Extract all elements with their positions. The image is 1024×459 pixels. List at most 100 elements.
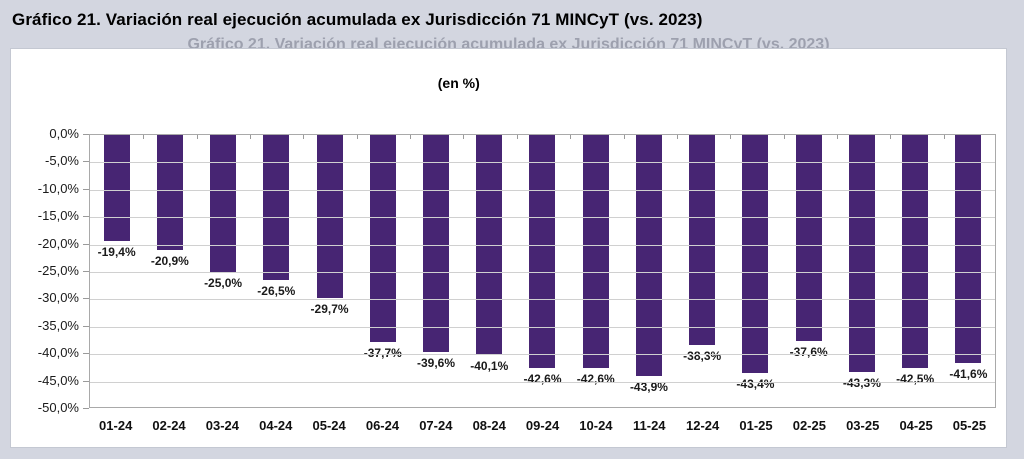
gridline <box>90 217 995 218</box>
y-axis-tick-label: -30,0% <box>37 290 79 305</box>
x-axis-labels: 01-24 02-24 03-24 04-24 05-24 06-24 07-24 08-24… <box>89 418 996 433</box>
y-axis-tick-mark <box>83 216 89 217</box>
bar <box>848 135 875 372</box>
bar-slot: -29,7% <box>303 135 356 407</box>
bar-value-label: -43,3% <box>842 376 881 390</box>
x-axis-tick-mark <box>197 135 198 139</box>
x-axis-tick-mark <box>890 135 891 139</box>
bar-value-label: -25,0% <box>204 276 243 290</box>
y-axis-tick-mark <box>83 326 89 327</box>
bar-value-label: -37,7% <box>363 346 402 360</box>
bar <box>742 135 769 373</box>
bar-slot: -43,3% <box>835 135 888 407</box>
bar <box>210 135 237 272</box>
bar-slot: -38,3% <box>676 135 729 407</box>
clipped-chart-title-text: Gráfico 21. Variación real ejecución acu… <box>187 36 830 48</box>
x-axis-tick-mark <box>463 135 464 139</box>
x-axis-label: 08-24 <box>472 418 506 433</box>
x-axis-label: 04-24 <box>259 418 293 433</box>
bar-slot: -43,4% <box>729 135 782 407</box>
bar <box>369 135 396 342</box>
bar-value-label: -42,6% <box>523 372 562 386</box>
x-axis-tick-mark <box>250 135 251 139</box>
bar <box>423 135 450 352</box>
gridline <box>90 327 995 328</box>
bar <box>529 135 556 368</box>
x-axis-label: 01-24 <box>99 418 133 433</box>
bar <box>582 135 609 368</box>
bar-value-label: -42,5% <box>896 372 935 386</box>
y-axis-tick-label: -45,0% <box>37 373 79 388</box>
x-axis-tick-mark <box>624 135 625 139</box>
x-axis-tick-mark <box>570 135 571 139</box>
x-axis-label: 03-25 <box>846 418 880 433</box>
y-axis-tick-mark <box>83 408 89 409</box>
y-axis-tick-label: -25,0% <box>37 263 79 278</box>
gridline <box>90 162 995 163</box>
bar <box>955 135 982 363</box>
bar-value-label: -26,5% <box>257 284 296 298</box>
x-axis-tick-mark <box>730 135 731 139</box>
bar <box>635 135 662 376</box>
y-axis-tick-mark <box>83 298 89 299</box>
x-axis-label: 01-25 <box>739 418 773 433</box>
y-axis-tick-label: -10,0% <box>37 181 79 196</box>
x-axis-label: 11-24 <box>633 418 666 433</box>
bar-slot: -20,9% <box>143 135 196 407</box>
x-axis-tick-mark <box>784 135 785 139</box>
x-axis-tick-mark <box>357 135 358 139</box>
x-axis-label: 02-25 <box>792 418 826 433</box>
bar <box>156 135 183 250</box>
bar-slot: -42,5% <box>889 135 942 407</box>
gridline <box>90 299 995 300</box>
gridline <box>90 382 995 383</box>
x-axis-tick-mark <box>410 135 411 139</box>
y-axis-tick-mark <box>83 271 89 272</box>
bar <box>902 135 929 368</box>
gridline <box>90 190 995 191</box>
bar-value-label: -41,6% <box>949 367 988 381</box>
x-axis-label: 05-25 <box>952 418 987 433</box>
x-axis-label: 07-24 <box>419 418 453 433</box>
bar-slot: -41,6% <box>942 135 995 407</box>
bar-value-label: -29,7% <box>310 302 349 316</box>
y-axis-tick-label: -40,0% <box>37 345 79 360</box>
chart-container: Gráfico 21. Variación real ejecución acu… <box>10 36 1007 448</box>
bar-value-label: -40,1% <box>470 359 509 373</box>
x-axis-tick-mark <box>944 135 945 139</box>
y-axis-tick-label: -20,0% <box>37 236 79 251</box>
clipped-chart-title: Gráfico 21. Variación real ejecución acu… <box>91 36 926 48</box>
bar-value-label: -39,6% <box>417 356 456 370</box>
y-axis-tick-mark <box>83 353 89 354</box>
y-axis-tick-mark <box>83 161 89 162</box>
bar-slot: -37,7% <box>356 135 409 407</box>
chart-subtitle: (en %) <box>437 75 480 91</box>
bar-value-label: -43,9% <box>629 380 668 394</box>
page-title: Gráfico 21. Variación real ejecución acu… <box>12 10 703 29</box>
x-axis-tick-mark <box>517 135 518 139</box>
x-axis-label: 06-24 <box>365 418 400 433</box>
gridline <box>90 354 995 355</box>
y-axis-tick-mark <box>83 381 89 382</box>
bar-value-label: -37,6% <box>789 345 828 359</box>
bar-value-label: -42,6% <box>576 372 615 386</box>
bar-slot: -42,6% <box>569 135 622 407</box>
x-axis-tick-mark <box>677 135 678 139</box>
x-axis-label: 04-25 <box>899 418 933 433</box>
bar-slot: -43,9% <box>622 135 675 407</box>
y-axis-tick-label: -50,0% <box>37 400 79 415</box>
y-axis-tick-mark <box>83 189 89 190</box>
x-axis-label: 12-24 <box>686 418 720 433</box>
bar <box>689 135 716 345</box>
bar-value-label: -20,9% <box>150 254 189 268</box>
x-axis-tick-mark <box>837 135 838 139</box>
y-axis-tick-mark <box>83 244 89 245</box>
bar-value-label: -38,3% <box>683 349 722 363</box>
bar-slot: -42,6% <box>516 135 569 407</box>
y-axis-tick-label: -5,0% <box>45 153 79 168</box>
bar-slot: -40,1% <box>463 135 516 407</box>
bar-slot: -26,5% <box>250 135 303 407</box>
bar-slot: -39,6% <box>409 135 462 407</box>
x-axis-label: 05-24 <box>312 418 346 433</box>
bar <box>103 135 130 241</box>
